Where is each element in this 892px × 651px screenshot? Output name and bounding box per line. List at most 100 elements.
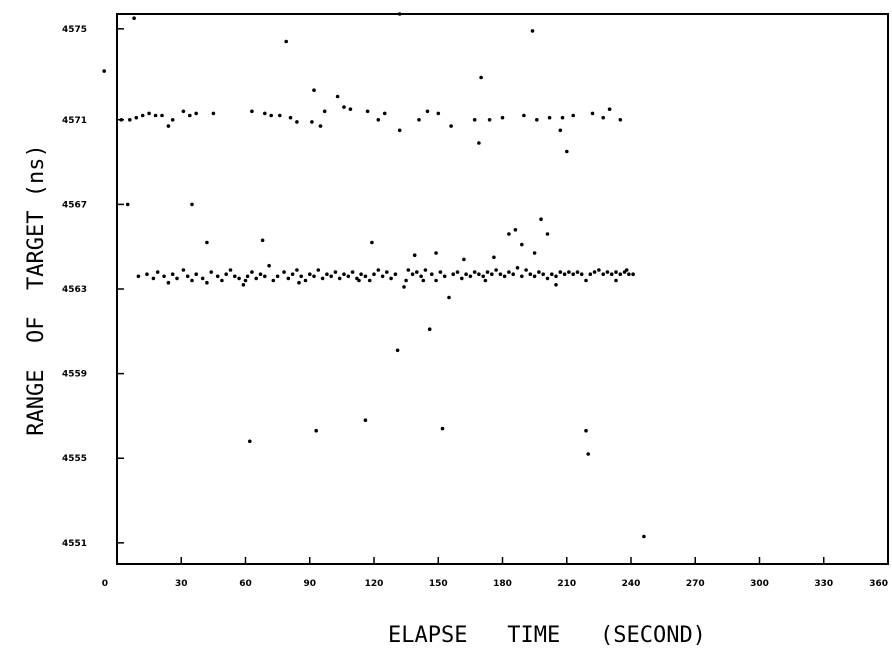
- x-axis-ticks: 0 30 60 90 120 150 180 210 240 270 300 330 360: [102, 557, 889, 589]
- y-tick-label: 4571: [62, 116, 87, 126]
- data-point: [502, 274, 507, 279]
- data-point: [481, 274, 486, 279]
- data-point: [181, 268, 186, 272]
- data-point: [320, 276, 325, 281]
- data-point: [530, 29, 535, 33]
- y-axis-ticks: 4575 4571 4567 4563 4559 4555 4551: [62, 25, 124, 549]
- data-point: [558, 128, 563, 133]
- data-point: [267, 263, 271, 268]
- data-points: [102, 12, 646, 539]
- data-point: [308, 272, 312, 277]
- data-point: [584, 428, 588, 433]
- data-point: [535, 118, 539, 122]
- x-tick-label: 210: [557, 579, 576, 589]
- data-point: [329, 274, 334, 279]
- data-point: [492, 255, 496, 260]
- data-point: [175, 276, 179, 281]
- data-point: [554, 283, 558, 287]
- data-point: [224, 272, 228, 277]
- data-point: [631, 272, 635, 277]
- data-point: [468, 274, 473, 279]
- x-tick-label: 180: [493, 579, 512, 589]
- data-point: [554, 274, 558, 279]
- data-point: [282, 270, 286, 274]
- data-point: [393, 272, 398, 277]
- data-point: [269, 113, 274, 118]
- data-point: [423, 268, 428, 272]
- x-tick-label: 240: [622, 579, 641, 589]
- data-point: [346, 274, 351, 279]
- data-point: [140, 113, 145, 118]
- data-point: [299, 274, 304, 279]
- data-point: [472, 118, 477, 122]
- data-point: [571, 272, 575, 277]
- data-point: [565, 149, 569, 154]
- data-point: [211, 111, 216, 116]
- data-point: [237, 276, 241, 281]
- data-point: [278, 113, 282, 118]
- data-point: [250, 270, 254, 274]
- data-point: [425, 109, 430, 114]
- data-point: [419, 274, 423, 279]
- data-point: [382, 111, 387, 116]
- data-point: [380, 274, 385, 279]
- data-point: [365, 109, 370, 114]
- data-point: [188, 113, 192, 118]
- data-point: [434, 251, 438, 255]
- data-point: [357, 278, 361, 283]
- data-point: [128, 118, 132, 122]
- data-point: [477, 141, 481, 145]
- data-point: [119, 118, 124, 122]
- data-point: [271, 278, 276, 283]
- data-point: [520, 274, 524, 279]
- data-point: [258, 272, 263, 277]
- data-point: [464, 272, 468, 277]
- data-point: [460, 276, 464, 281]
- data-point: [284, 39, 289, 44]
- data-point: [558, 270, 563, 274]
- data-point: [430, 272, 434, 277]
- data-point: [541, 272, 545, 277]
- data-point: [575, 270, 580, 274]
- data-point: [597, 268, 601, 272]
- data-point: [228, 268, 233, 272]
- data-point: [286, 276, 291, 281]
- data-point: [483, 278, 488, 283]
- data-point: [614, 270, 618, 274]
- data-point: [472, 270, 477, 274]
- data-point: [550, 272, 554, 277]
- data-point: [498, 272, 503, 277]
- data-point: [295, 268, 299, 272]
- data-point: [528, 272, 533, 277]
- data-point: [417, 118, 421, 122]
- data-point: [295, 120, 299, 124]
- data-point: [490, 272, 494, 277]
- data-point: [511, 272, 515, 277]
- data-point: [532, 274, 537, 279]
- data-point: [314, 428, 319, 433]
- data-point: [614, 278, 618, 283]
- data-point: [297, 280, 301, 285]
- data-point: [166, 280, 171, 285]
- data-point: [372, 272, 376, 277]
- plot-frame: [116, 13, 889, 565]
- data-point: [436, 111, 441, 116]
- data-point: [250, 109, 254, 114]
- data-point: [412, 253, 417, 257]
- data-point: [515, 266, 520, 270]
- x-tick-label: 30: [175, 579, 188, 589]
- data-point: [507, 270, 511, 274]
- data-point: [397, 128, 402, 133]
- data-point: [367, 278, 372, 283]
- data-point: [385, 270, 389, 274]
- x-tick-label: 120: [365, 579, 384, 589]
- data-point: [410, 272, 415, 277]
- data-point: [248, 439, 252, 444]
- data-point: [438, 270, 443, 274]
- data-point: [590, 111, 595, 116]
- data-point: [440, 426, 445, 431]
- y-axis-title: RANGE OF TARGET (ns): [24, 144, 49, 435]
- data-point: [370, 240, 374, 245]
- data-point: [592, 270, 597, 274]
- data-point: [447, 295, 451, 300]
